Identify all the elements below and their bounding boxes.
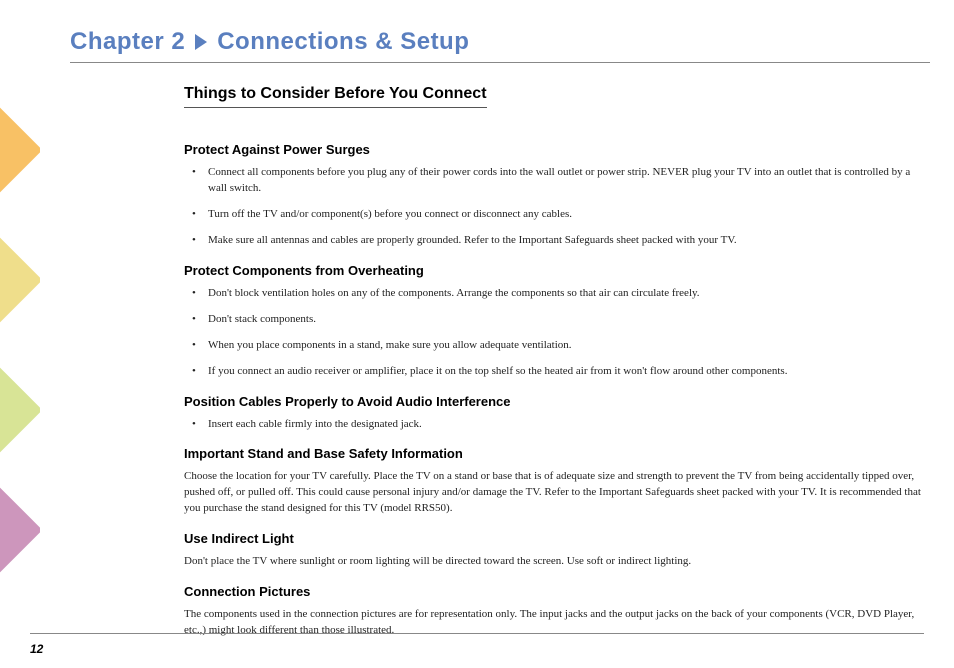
list-item: Insert each cable firmly into the design… — [184, 417, 924, 433]
chapter-title: Chapter 2 Connections & Setup — [70, 28, 930, 63]
list-item: When you place components in a stand, ma… — [184, 338, 924, 354]
paragraph: Don't place the TV where sunlight or roo… — [184, 554, 924, 570]
list-item: Don't stack components. — [184, 312, 924, 328]
page: Chapter 2 Connections & Setup Things to … — [0, 0, 954, 668]
sub-heading: Protect Against Power Surges — [184, 142, 924, 157]
sidebar-decoration — [0, 0, 40, 668]
sub-heading: Protect Components from Overheating — [184, 263, 924, 278]
sub-heading: Use Indirect Light — [184, 531, 924, 546]
list-item: Turn off the TV and/or component(s) befo… — [184, 207, 924, 223]
deco-diamond — [0, 368, 40, 453]
list-item: Connect all components before you plug a… — [184, 165, 924, 197]
bullet-list: Don't block ventilation holes on any of … — [184, 286, 924, 380]
sub-heading: Position Cables Properly to Avoid Audio … — [184, 394, 924, 409]
chapter-prefix: Chapter 2 — [70, 28, 185, 56]
list-item: Don't block ventilation holes on any of … — [184, 286, 924, 302]
inner-content: Things to Consider Before You Connect Pr… — [184, 85, 924, 639]
section-heading: Things to Consider Before You Connect — [184, 85, 487, 108]
list-item: Make sure all antennas and cables are pr… — [184, 233, 924, 249]
bullet-list: Connect all components before you plug a… — [184, 165, 924, 249]
deco-diamond — [0, 488, 40, 573]
sub-heading: Important Stand and Base Safety Informat… — [184, 446, 924, 461]
section-heading-wrap: Things to Consider Before You Connect — [184, 85, 924, 128]
page-number: 12 — [30, 642, 43, 656]
list-item: If you connect an audio receiver or ampl… — [184, 364, 924, 380]
bottom-rule — [30, 633, 924, 634]
paragraph: Choose the location for your TV carefull… — [184, 469, 924, 517]
deco-diamond — [0, 108, 40, 193]
deco-diamond — [0, 238, 40, 323]
sub-heading: Connection Pictures — [184, 584, 924, 599]
chapter-suffix: Connections & Setup — [217, 28, 469, 56]
triangle-icon — [195, 34, 207, 50]
content-area: Chapter 2 Connections & Setup Things to … — [70, 28, 930, 645]
paragraph: The components used in the connection pi… — [184, 607, 924, 639]
bullet-list: Insert each cable firmly into the design… — [184, 417, 924, 433]
